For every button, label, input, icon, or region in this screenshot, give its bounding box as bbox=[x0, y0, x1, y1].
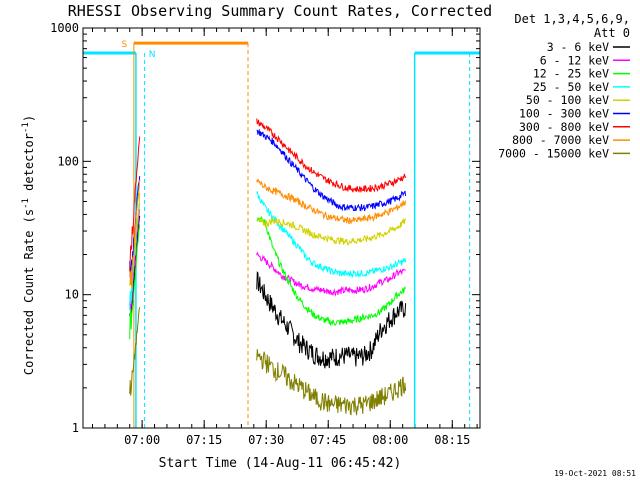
chart-title: RHESSI Observing Summary Count Rates, Co… bbox=[68, 2, 492, 20]
y-axis-label-sup2: -1 bbox=[21, 122, 31, 133]
series-12-25-keV-trace bbox=[256, 216, 407, 326]
x-tick-label: 07:15 bbox=[186, 433, 222, 447]
series-7000-15000-keV-legend-label: 7000 - 15000 keV bbox=[498, 146, 609, 160]
series-50-100-keV-legend-label: 50 - 100 keV bbox=[526, 93, 609, 107]
y-axis-label-end: ) bbox=[22, 115, 36, 122]
y-axis-label-sup1: -1 bbox=[21, 198, 31, 209]
y-tick-label: 10 bbox=[65, 288, 79, 302]
series-300-800-keV-legend-label: 300 - 800 keV bbox=[519, 120, 609, 134]
x-tick-label: 07:30 bbox=[248, 433, 284, 447]
series-50-100-keV-trace bbox=[256, 217, 407, 246]
night-label: N bbox=[149, 50, 156, 60]
series-3-6-keV-trace bbox=[256, 271, 407, 369]
series-6-12-keV-trace bbox=[256, 251, 406, 297]
series-7000-15000-keV-early-trace bbox=[129, 307, 141, 396]
saa-label: S bbox=[121, 40, 127, 50]
timestamp: 19-Oct-2021 08:51 bbox=[554, 469, 636, 478]
series-100-300-keV-trace bbox=[256, 128, 407, 212]
series-25-50-keV-legend-label: 25 - 50 keV bbox=[533, 80, 609, 94]
series-3-6-keV-early-trace bbox=[129, 215, 141, 323]
series-6-12-keV-legend-label: 6 - 12 keV bbox=[540, 53, 609, 67]
y-axis-label: Corrected Count Rate (s-1 detector-1) bbox=[21, 115, 36, 375]
plot-frame bbox=[82, 27, 481, 429]
series-6-12-keV-early-trace bbox=[129, 209, 141, 311]
legend-header-attenuator: Att 0 bbox=[594, 26, 630, 40]
legend-header-detectors: Det 1,3,4,5,6,9, bbox=[514, 12, 630, 26]
series-800-7000-keV-legend-label: 800 - 7000 keV bbox=[512, 133, 609, 147]
y-axis-label-mid: detector bbox=[22, 133, 36, 198]
plot-area: 1 10 100 1000 07:00 07:15 07:30 07:45 08:00 08:15… bbox=[50, 21, 480, 447]
series-300-800-keV-trace bbox=[256, 118, 407, 193]
x-axis-label: Start Time (14-Aug-11 06:45:42) bbox=[159, 456, 402, 471]
series-800-7000-keV-early-trace bbox=[129, 179, 141, 287]
x-tick-label: 07:45 bbox=[310, 433, 346, 447]
series-12-25-keV-early-trace bbox=[129, 224, 141, 340]
series-800-7000-keV-trace bbox=[256, 178, 407, 225]
series-100-300-keV-legend-label: 100 - 300 keV bbox=[519, 107, 609, 121]
series-25-50-keV-trace bbox=[256, 191, 407, 279]
y-axis-label-main: Corrected Count Rate (s bbox=[22, 209, 36, 375]
series-300-800-keV-early-trace bbox=[129, 136, 141, 272]
x-tick-label: 08:15 bbox=[434, 433, 470, 447]
y-tick-label: 1000 bbox=[50, 21, 79, 35]
x-tick-label: 07:00 bbox=[124, 433, 160, 447]
series-12-25-keV-legend-label: 12 - 25 keV bbox=[533, 67, 609, 81]
series-7000-15000-keV-trace bbox=[256, 349, 407, 416]
y-tick-label: 100 bbox=[57, 154, 79, 168]
series-3-6-keV-legend-label: 3 - 6 keV bbox=[547, 40, 609, 54]
x-tick-label: 08:00 bbox=[372, 433, 408, 447]
y-tick-label: 1 bbox=[72, 421, 79, 435]
